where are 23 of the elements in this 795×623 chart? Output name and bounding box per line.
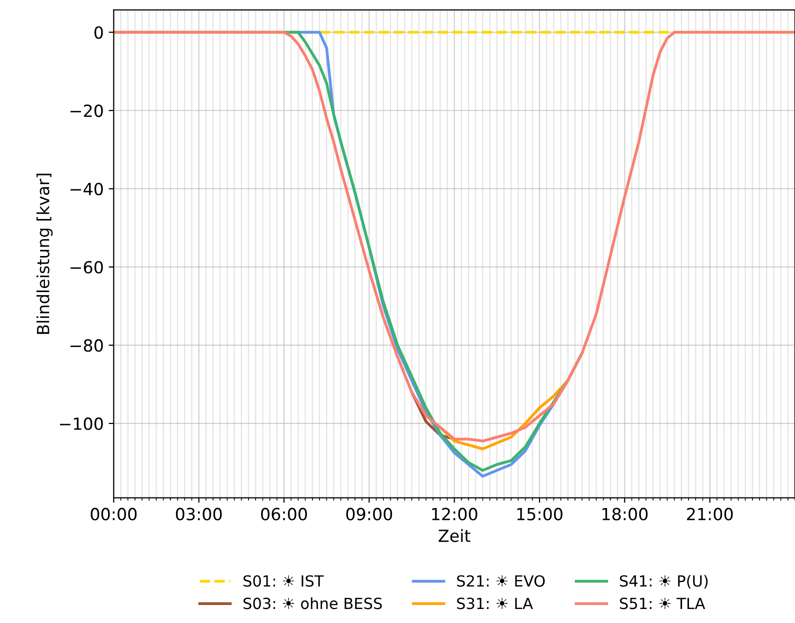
- y-tick-label: −80: [70, 339, 103, 352]
- x-tick-label: 15:00: [517, 508, 562, 520]
- x-tick-label: 06:00: [261, 508, 307, 520]
- x-tick-label: 18:00: [602, 508, 648, 520]
- x-tick-label: 09:00: [346, 508, 392, 520]
- x-tick-label: 03:00: [176, 508, 222, 520]
- x-tick-label: 00:00: [90, 508, 137, 520]
- legend-label: S41: ☀ P(U): [620, 574, 708, 589]
- legend-label: S01: ☀ IST: [244, 575, 324, 587]
- y-tick-label: 0: [94, 26, 103, 39]
- line-series: [114, 30, 795, 442]
- y-axis-title: Blindleistung [kvar]: [36, 174, 53, 334]
- x-axis-title: Zeit: [438, 529, 470, 542]
- legend-label: S31: ☀ LA: [457, 598, 533, 610]
- legend-label: S21: ☀ EVO: [457, 575, 545, 587]
- y-tick-label: −40: [70, 182, 103, 196]
- x-tick-label: 12:00: [432, 508, 478, 520]
- x-tick-label: 21:00: [687, 508, 733, 520]
- legend-label: S03: ☀ ohne BESS: [244, 597, 382, 610]
- legend-label: S51: ☀ TLA: [620, 598, 706, 610]
- y-tick-label: −60: [70, 260, 103, 274]
- y-tick-label: −100: [60, 417, 103, 430]
- y-tick-label: −20: [70, 104, 103, 118]
